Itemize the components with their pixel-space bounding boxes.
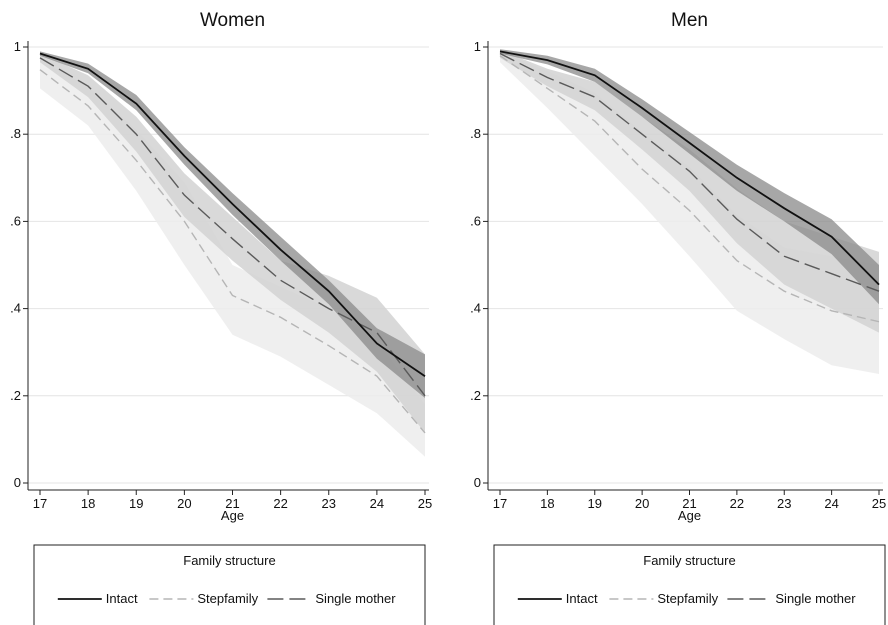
legend-title: Family structure <box>643 553 735 568</box>
x-tick-label: 19 <box>588 496 602 511</box>
panel-men: Men 0 .2 .4 .6 .8 1 17 18 19 20 21 22 23 24 25 Age Family… <box>470 10 886 625</box>
x-axis-label: Age <box>678 508 701 523</box>
legend-box <box>493 544 886 625</box>
ci-band-intact <box>40 51 425 399</box>
legend-label: Intact <box>106 591 138 606</box>
series-line-intact <box>39 52 426 377</box>
legend-label: Intact <box>566 591 598 606</box>
ci-band-single-mother <box>500 50 879 333</box>
series-line-stepfamily <box>499 55 880 323</box>
y-tick-label: 1 <box>474 39 481 54</box>
y-tick-label: .2 <box>10 388 21 403</box>
x-tick-label: 20 <box>177 496 191 511</box>
y-tick-label: .6 <box>10 213 21 228</box>
x-axis-label: Age <box>221 508 244 523</box>
panel-title: Men <box>671 10 708 31</box>
y-tick-label: 0 <box>14 475 21 490</box>
x-tick-label: 24 <box>370 496 384 511</box>
panel-women: Women 0 .2 .4 .6 .8 1 17 18 19 20 21 22 23 24 25 Age Fami… <box>10 10 432 625</box>
y-tick-label: 1 <box>14 39 21 54</box>
series-line-single-mother <box>499 52 880 292</box>
y-tick-label: 0 <box>474 475 481 490</box>
x-tick-label: 20 <box>635 496 649 511</box>
x-tick-label: 17 <box>33 496 47 511</box>
x-tick-label: 23 <box>322 496 336 511</box>
legend-label: Stepfamily <box>197 591 258 606</box>
y-tick-label: .6 <box>470 213 481 228</box>
x-tick-label: 22 <box>730 496 744 511</box>
ci-band-stepfamily <box>500 51 879 375</box>
legend-label: Stepfamily <box>657 591 718 606</box>
x-tick-label: 22 <box>273 496 287 511</box>
y-tick-label: .8 <box>470 126 481 141</box>
x-tick-label: 18 <box>81 496 95 511</box>
legend-label: Single mother <box>315 591 396 606</box>
x-tick-label: 18 <box>540 496 554 511</box>
legend-title: Family structure <box>183 553 275 568</box>
x-tick-label: 17 <box>493 496 507 511</box>
x-tick-label: 19 <box>129 496 143 511</box>
panel-title: Women <box>200 10 265 31</box>
series-line-stepfamily <box>39 69 426 434</box>
legend: Family structure Intact Stepfamily Single m… <box>493 544 886 625</box>
x-tick-label: 21 <box>225 496 239 511</box>
y-tick-label: .4 <box>470 301 481 316</box>
ci-band-stepfamily <box>40 60 425 457</box>
x-tick-label: 25 <box>872 496 886 511</box>
series-line-intact <box>499 50 880 286</box>
legend-box <box>33 544 426 625</box>
legend: Family structure Intact Stepfamily Single m… <box>33 544 426 625</box>
x-tick-label: 24 <box>824 496 838 511</box>
x-tick-label: 25 <box>418 496 432 511</box>
y-tick-label: .2 <box>470 388 481 403</box>
x-tick-label: 21 <box>682 496 696 511</box>
ci-band-single-mother <box>40 53 425 433</box>
legend-label: Single mother <box>775 591 856 606</box>
x-tick-label: 23 <box>777 496 791 511</box>
y-tick-label: .8 <box>10 126 21 141</box>
y-tick-label: .4 <box>10 301 21 316</box>
series-line-single-mother <box>39 57 426 397</box>
